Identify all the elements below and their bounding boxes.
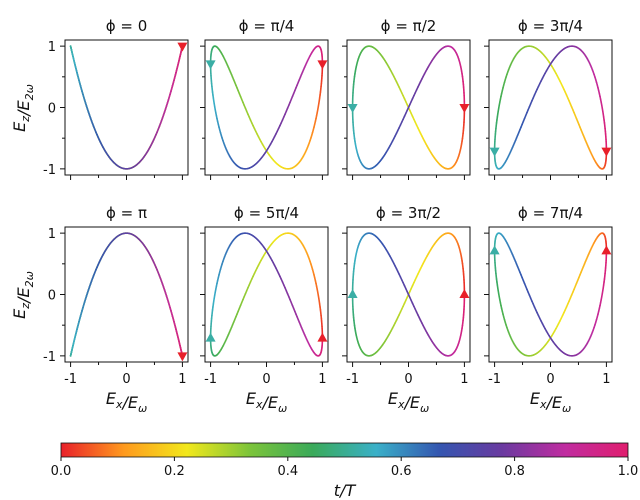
subplot-8: ϕ = 7π/4 -1 0 1 bbox=[484, 204, 613, 387]
y-axis-label-row-2: Ez/E2ω bbox=[10, 271, 36, 319]
x-axis-label-col-2: Ex/Eω bbox=[246, 389, 287, 415]
x-tick-label: 1 bbox=[178, 372, 186, 387]
colorbar-tick-label: 0.4 bbox=[277, 464, 298, 479]
x-axis-label-col-1: Ex/Eω bbox=[106, 389, 147, 415]
colorbar-tick-label: 0.6 bbox=[391, 464, 412, 479]
x-axis-label-col-4: Ex/Eω bbox=[530, 389, 571, 415]
y-axis-label-row-1: Ez/E2ω bbox=[10, 84, 36, 132]
subplot-title: ϕ = π/4 bbox=[239, 17, 295, 35]
end-arrow-marker bbox=[601, 245, 612, 255]
x-tick-label: 0 bbox=[262, 372, 270, 387]
trajectory-curve bbox=[209, 232, 324, 357]
trajectory-curve bbox=[69, 45, 184, 170]
colorbar-tick-label: 0.0 bbox=[51, 464, 72, 479]
start-arrow-marker bbox=[489, 147, 500, 157]
start-arrow-marker bbox=[347, 289, 358, 298]
axes-frame bbox=[64, 39, 189, 176]
end-arrow-marker bbox=[459, 104, 470, 113]
x-tick-label: 1 bbox=[318, 372, 326, 387]
subplot-title: ϕ = π/2 bbox=[381, 17, 437, 35]
trajectory-curve bbox=[351, 232, 466, 357]
x-tick-label: 0 bbox=[404, 372, 412, 387]
y-tick-label: 0 bbox=[48, 289, 56, 304]
subplot-7: ϕ = 3π/2 -1 0 1 bbox=[342, 204, 471, 387]
start-arrow-marker bbox=[489, 245, 500, 255]
colorbar-tick-label: 1.0 bbox=[618, 464, 639, 479]
subplot-5: ϕ = π 1 0 -1 -1 0 1 bbox=[43, 204, 189, 387]
subplot-6: ϕ = 5π/4 -1 0 1 bbox=[200, 204, 329, 387]
subplot-title: ϕ = 0 bbox=[106, 17, 148, 35]
x-tick-label: -1 bbox=[204, 372, 217, 387]
axes-frame bbox=[204, 226, 329, 363]
start-arrow-marker bbox=[347, 104, 358, 113]
trajectory-curve bbox=[493, 45, 608, 170]
y-tick-label: 1 bbox=[48, 227, 56, 242]
subplot-title: ϕ = 3π/2 bbox=[376, 204, 441, 222]
subplot-grid: ϕ = 0 1 0 -1 ϕ = π/4 ϕ = π/2 ϕ = 3π/4 ϕ = π 1 0 -1… bbox=[43, 17, 613, 387]
subplot-title: ϕ = 3π/4 bbox=[518, 17, 583, 35]
trajectory-curve bbox=[209, 45, 324, 170]
start-arrow-marker bbox=[205, 332, 216, 342]
y-tick-label: -1 bbox=[43, 350, 56, 365]
trajectory-curve bbox=[69, 232, 184, 357]
subplot-title: ϕ = 5π/4 bbox=[234, 204, 299, 222]
end-arrow-marker bbox=[317, 60, 328, 70]
colorbar-tick-label: 0.8 bbox=[504, 464, 525, 479]
x-tick-label: 0 bbox=[546, 372, 554, 387]
x-tick-label: 0 bbox=[122, 372, 130, 387]
subplot-1: ϕ = 0 1 0 -1 bbox=[43, 17, 189, 180]
end-arrow-marker bbox=[459, 289, 470, 298]
trajectory-curve bbox=[493, 232, 608, 357]
end-arrow-marker bbox=[317, 332, 328, 342]
colorbar-gradient bbox=[60, 442, 629, 458]
subplot-2: ϕ = π/4 bbox=[200, 17, 329, 180]
subplot-3: ϕ = π/2 bbox=[342, 17, 471, 180]
y-tick-label: 0 bbox=[48, 102, 56, 117]
x-axis-label-col-3: Ex/Eω bbox=[388, 389, 429, 415]
y-tick-label: 1 bbox=[48, 40, 56, 55]
end-arrow-marker bbox=[177, 42, 188, 52]
x-tick-label: -1 bbox=[346, 372, 359, 387]
axes-frame bbox=[204, 39, 329, 176]
axis-labels: Ez/E2ω Ez/E2ω Ex/Eω Ex/Eω Ex/Eω Ex/Eω bbox=[10, 84, 571, 415]
subplot-title: ϕ = 7π/4 bbox=[518, 204, 583, 222]
axes-frame bbox=[64, 226, 189, 363]
subplot-4: ϕ = 3π/4 bbox=[484, 17, 613, 180]
x-tick-label: -1 bbox=[64, 372, 77, 387]
axes-frame bbox=[488, 39, 613, 176]
x-tick-label: 1 bbox=[460, 372, 468, 387]
end-arrow-marker bbox=[177, 352, 188, 362]
colorbar-tick-label: 0.2 bbox=[164, 464, 185, 479]
end-arrow-marker bbox=[601, 147, 612, 157]
colorbar: 0.0 0.2 0.4 0.6 0.8 1.0 t/T bbox=[51, 442, 639, 500]
x-tick-label: 1 bbox=[602, 372, 610, 387]
colorbar-label: t/T bbox=[334, 481, 357, 500]
axes-frame bbox=[488, 226, 613, 363]
trajectory-curve bbox=[351, 45, 466, 170]
subplot-title: ϕ = π bbox=[106, 204, 147, 222]
y-tick-label: -1 bbox=[43, 163, 56, 178]
start-arrow-marker bbox=[205, 60, 216, 70]
x-tick-label: -1 bbox=[488, 372, 501, 387]
